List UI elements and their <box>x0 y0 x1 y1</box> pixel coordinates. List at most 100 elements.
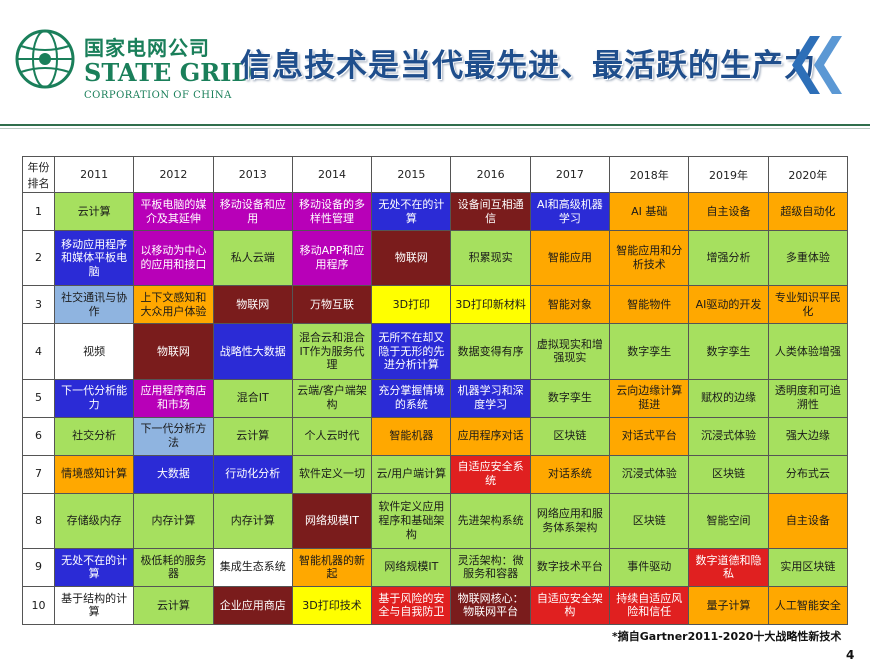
trend-cell: 自适应安全系统 <box>450 454 531 494</box>
trend-cell: 上下文感知和大众用户体验 <box>133 285 214 325</box>
logo-chinese-name: 国家电网公司 <box>84 36 210 60</box>
trend-cell: 智能机器 <box>371 416 452 456</box>
trend-cell: 数字道德和隐私 <box>688 547 769 587</box>
trend-cell: 网络规模IT <box>291 492 373 549</box>
trend-cell: 基于结构的计算 <box>53 585 135 626</box>
trend-cell: 基于风险的安全与自我防卫 <box>371 585 452 626</box>
trend-cell: 混合IT <box>212 378 293 418</box>
trend-cell: 网络规模IT <box>371 547 452 587</box>
trend-cell: AI驱动的开发 <box>688 285 769 325</box>
rank-cell: 10 <box>22 585 55 626</box>
trend-cell: 无处不在的计算 <box>53 547 135 587</box>
trend-cell: 应用程序商店和市场 <box>133 378 214 418</box>
trend-cell: 3D打印新材料 <box>450 285 531 325</box>
trend-cell: 情境感知计算 <box>53 454 135 494</box>
table-row: 8 存储级内存 内存计算 内存计算 网络规模IT 软件定义应用程序和基础架构 先进架构系统网… <box>22 492 849 549</box>
logo-corporation-text: CORPORATION OF CHINA <box>84 90 232 101</box>
trend-cell: 战略性大数据 <box>212 323 293 380</box>
trend-cell: 透明度和可追溯性 <box>767 378 849 418</box>
trend-cell: 智能机器的新起 <box>291 547 373 587</box>
trend-cell: 沉浸式体验 <box>688 416 769 456</box>
trend-cell: 专业知识平民化 <box>767 285 849 325</box>
table-row: 9 无处不在的计算 极低耗的服务器 集成生态系统 智能机器的新起 网络规模IT 灵活架构：微… <box>22 547 849 587</box>
trend-cell: 设备间互相通信 <box>450 191 531 232</box>
trend-cell: 智能应用和分析技术 <box>609 230 690 287</box>
trend-cell: 云计算 <box>133 585 214 626</box>
trend-cell: 先进架构系统 <box>450 492 531 549</box>
trend-cell: 下一代分析能力 <box>53 378 135 418</box>
trend-cell: 存储级内存 <box>53 492 135 549</box>
trend-cell: 分布式云 <box>767 454 849 494</box>
trend-cell: 数字孪生 <box>688 323 769 380</box>
year-header: 2014 <box>291 156 373 193</box>
trend-cell: 以移动为中心的应用和接口 <box>133 230 214 287</box>
rank-cell: 4 <box>22 323 55 380</box>
trend-cell: 无处不在的计算 <box>371 191 452 232</box>
year-header: 2012 <box>133 156 214 193</box>
trend-cell: 社交通讯与协作 <box>53 285 135 325</box>
header-divider <box>0 124 870 126</box>
trend-cell: 超级自动化 <box>767 191 849 232</box>
year-header: 2019年 <box>688 156 769 193</box>
year-header: 2017 <box>529 156 611 193</box>
trend-cell: 自主设备 <box>688 191 769 232</box>
year-header: 2016 <box>450 156 531 193</box>
trend-cell: 云计算 <box>212 416 293 456</box>
page-number: 4 <box>846 648 855 662</box>
table-row: 1 云计算 平板电脑的媒介及其延伸 移动设备和应用 移动设备的多样性管理 无处不在的计算设… <box>22 191 849 232</box>
trend-cell: 视频 <box>53 323 135 380</box>
rank-cell: 1 <box>22 191 55 232</box>
year-header: 2011 <box>53 156 135 193</box>
trend-cell: 人工智能安全 <box>767 585 849 626</box>
trend-cell: 实用区块链 <box>767 547 849 587</box>
table-row: 7 情境感知计算 大数据 行动化分析 软件定义一切 云/用户端计算 自适应安全系统 对话系统沉… <box>22 454 849 494</box>
trend-cell: 企业应用商店 <box>212 585 293 626</box>
rank-cell: 5 <box>22 378 55 418</box>
double-chevron-icon <box>792 36 842 94</box>
trend-cell: 云/用户端计算 <box>371 454 452 494</box>
trend-cell: 持续自适应风险和信任 <box>609 585 690 626</box>
trend-cell: 私人云端 <box>212 230 293 287</box>
trend-cell: 移动设备的多样性管理 <box>291 191 373 232</box>
trend-cell: 云计算 <box>53 191 135 232</box>
trend-cell: 内存计算 <box>133 492 214 549</box>
trend-cell: 数据变得有序 <box>450 323 531 380</box>
trend-cell: 极低耗的服务器 <box>133 547 214 587</box>
gartner-trends-table: 年份 排名 2011 2012 2013 2014 2015 2016 2017 2018年 20… <box>22 156 849 626</box>
slide-title: 信息技术是当代最先进、最活跃的生产力 <box>240 48 816 84</box>
table-row: 6 社交分析 下一代分析方法 云计算 个人云时代 智能机器 应用程序对话 区块链 对话式平台 沉浸… <box>22 416 849 456</box>
trend-cell: 软件定义应用程序和基础架构 <box>371 492 452 549</box>
trend-cell: 沉浸式体验 <box>609 454 690 494</box>
trend-cell: 强大边缘 <box>767 416 849 456</box>
table-row: 10 基于结构的计算 云计算 企业应用商店 3D打印技术 基于风险的安全与自我防卫 物联网核… <box>22 585 849 626</box>
trend-cell: 智能应用 <box>529 230 611 287</box>
trend-cell: 区块链 <box>529 416 611 456</box>
trend-cell: 积累现实 <box>450 230 531 287</box>
trend-cell: 人类体验增强 <box>767 323 849 380</box>
table-row: 3 社交通讯与协作 上下文感知和大众用户体验 物联网 万物互联 3D打印 3D打印新材料 智能… <box>22 285 849 325</box>
trend-cell: 智能空间 <box>688 492 769 549</box>
trend-cell: 万物互联 <box>291 285 373 325</box>
trend-cell: 赋权的边缘 <box>688 378 769 418</box>
trend-cell: 移动APP和应用程序 <box>291 230 373 287</box>
trend-cell: 应用程序对话 <box>450 416 531 456</box>
rank-cell: 9 <box>22 547 55 587</box>
trend-cell: 3D打印技术 <box>291 585 373 626</box>
trend-cell: AI 基础 <box>609 191 690 232</box>
trend-cell: 对话系统 <box>529 454 611 494</box>
year-header: 2013 <box>212 156 293 193</box>
trend-cell: 物联网 <box>371 230 452 287</box>
rank-cell: 6 <box>22 416 55 456</box>
trend-cell: 无所不在却又隐于无形的先进分析计算 <box>371 323 452 380</box>
trend-cell: 个人云时代 <box>291 416 373 456</box>
trend-cell: 平板电脑的媒介及其延伸 <box>133 191 214 232</box>
header-divider-thin <box>0 128 870 129</box>
table-row: 2 移动应用程序和媒体平板电脑 以移动为中心的应用和接口 私人云端 移动APP和应用程序… <box>22 230 849 287</box>
rank-cell: 2 <box>22 230 55 287</box>
trend-cell: AI和高级机器学习 <box>529 191 611 232</box>
trend-cell: 充分掌握情境的系统 <box>371 378 452 418</box>
year-header: 2018年 <box>609 156 690 193</box>
trend-cell: 3D打印 <box>371 285 452 325</box>
trend-cell: 移动设备和应用 <box>212 191 293 232</box>
trend-cell: 内存计算 <box>212 492 293 549</box>
